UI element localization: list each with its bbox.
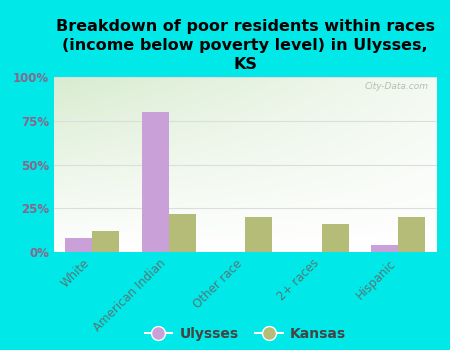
Bar — [92, 231, 119, 252]
Bar — [372, 245, 398, 252]
Title: Breakdown of poor residents within races
(income below poverty level) in Ulysses: Breakdown of poor residents within races… — [56, 20, 435, 72]
Bar — [322, 224, 348, 252]
Bar — [169, 214, 195, 252]
Text: City-Data.com: City-Data.com — [365, 82, 429, 91]
Legend: Ulysses, Kansas: Ulysses, Kansas — [139, 321, 351, 346]
Bar — [398, 217, 425, 252]
Bar — [245, 217, 272, 252]
Bar — [66, 238, 92, 252]
Bar — [142, 112, 169, 252]
